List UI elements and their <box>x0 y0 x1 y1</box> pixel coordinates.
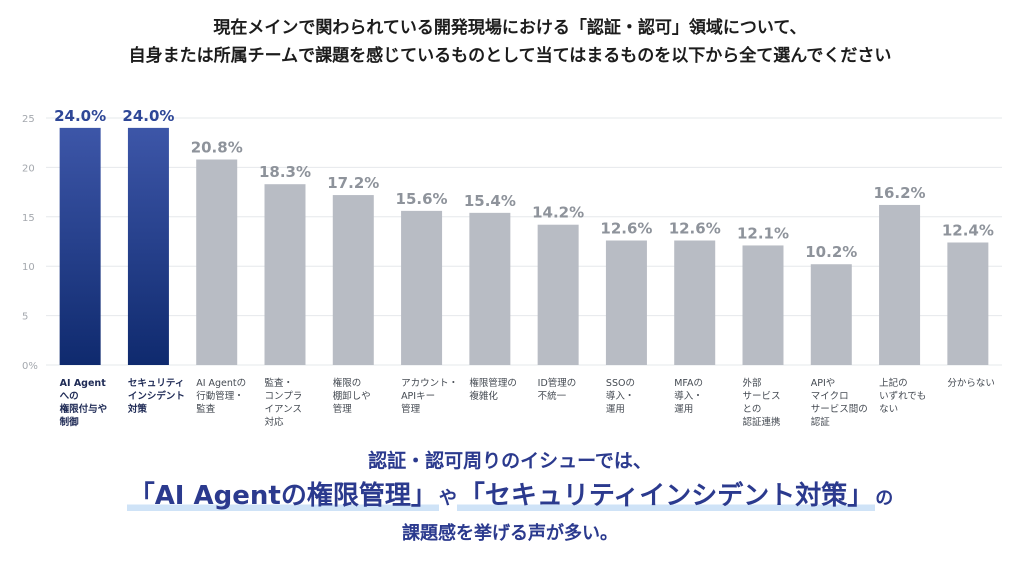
x-tick-label: コンプラ <box>265 391 303 402</box>
x-tick-label: イアンス <box>265 404 302 415</box>
bar <box>469 212 511 365</box>
x-tick-label: 監査・ <box>265 377 294 389</box>
y-tick-label: 5 <box>22 312 28 323</box>
x-tick-label: APIや <box>811 378 836 389</box>
x-tick-label: インシデント <box>128 390 185 402</box>
conclusion-line-3: 課題感を挙げる声が多い。 <box>402 523 618 544</box>
title-line-2: 自身または所属チームで課題を感じているものとして当てはまるものを以下から全て選ん… <box>128 46 892 66</box>
x-tick-label: 認証連携 <box>743 416 781 428</box>
bar <box>879 204 921 365</box>
x-tick-label: 上記の <box>879 377 908 389</box>
x-tick-label: MFAの <box>674 378 703 389</box>
bar <box>947 242 989 365</box>
conclusion-line-1: 認証・認可周りのイシューでは、 <box>368 450 652 472</box>
x-tick-label: 導入・ <box>674 390 703 402</box>
data-label: 14.2% <box>532 204 584 222</box>
x-tick-label: 権限管理の <box>469 377 517 389</box>
x-tick-label: 導入・ <box>606 390 635 402</box>
data-label: 12.6% <box>669 220 721 238</box>
x-tick-label: APIキー <box>401 391 435 402</box>
title-line-1: 現在メインで関わられている開発現場における「認証・認可」領域について、 <box>213 18 807 38</box>
data-label: 24.0% <box>122 107 174 125</box>
x-tick-label: 制御 <box>60 416 80 428</box>
chart-title: 現在メインで関わられている開発現場における「認証・認可」領域について、 自身また… <box>0 14 1020 70</box>
x-tick-label: 管理 <box>401 403 421 415</box>
x-tick-label: 運用 <box>674 404 693 415</box>
x-tick-label: 認証 <box>811 416 831 428</box>
x-tick-label: 外部 <box>743 377 762 389</box>
bar <box>605 240 647 365</box>
data-label: 12.1% <box>737 224 789 242</box>
x-tick-label: 対策 <box>127 403 148 415</box>
x-tick-label: マイクロ <box>811 391 849 402</box>
x-tick-label: 分からない <box>947 378 995 389</box>
y-tick-label: 0% <box>22 361 38 372</box>
data-label: 20.8% <box>191 138 243 156</box>
x-tick-label: AI Agent <box>60 378 107 389</box>
x-tick-label: AI Agentの <box>196 378 246 389</box>
x-tick-label: ID管理の <box>538 377 577 389</box>
x-tick-label: 不統一 <box>538 390 567 402</box>
x-tick-label: 監査 <box>196 403 216 415</box>
highlight-security: 「セキュリティインシデント対策」 <box>456 481 876 511</box>
bar <box>332 195 374 365</box>
data-label: 10.2% <box>805 243 857 261</box>
data-label: 15.4% <box>464 192 516 210</box>
x-tick-label: 棚卸しや <box>333 390 371 402</box>
data-label: 16.2% <box>874 184 926 202</box>
x-tick-label: への <box>60 391 79 402</box>
data-label: 12.6% <box>600 220 652 238</box>
x-tick-label: いずれでも <box>879 391 926 402</box>
x-tick-label: ない <box>879 404 898 415</box>
conclusion-line-2: 「AI Agentの権限管理」 や「セキュリティインシデント対策」の <box>0 476 1020 519</box>
bar <box>196 159 238 365</box>
bar <box>127 127 169 365</box>
bar <box>810 264 852 365</box>
x-tick-label: 権限の <box>333 377 362 389</box>
x-tick-label: 運用 <box>606 404 625 415</box>
conclusion-connector: や <box>438 488 457 509</box>
bar <box>264 184 306 365</box>
x-tick-label: セキュリティ <box>128 378 184 389</box>
bar <box>59 127 101 365</box>
bar <box>537 224 579 365</box>
x-tick-label: 管理 <box>333 403 353 415</box>
y-tick-label: 15 <box>22 213 35 224</box>
x-tick-label: サービス <box>743 391 781 402</box>
bar <box>742 245 784 365</box>
x-tick-label: との <box>743 404 762 415</box>
x-tick-label: サービス間の <box>811 404 868 415</box>
x-tick-label: 複雑化 <box>469 390 498 402</box>
conclusion-particle: の <box>875 488 894 509</box>
x-tick-label: SSOの <box>606 378 635 389</box>
x-tick-label: 対応 <box>265 416 285 428</box>
highlight-ai-agent: 「AI Agentの権限管理」 <box>126 481 439 511</box>
data-label: 24.0% <box>54 107 106 125</box>
y-tick-label: 20 <box>22 163 35 174</box>
data-label: 18.3% <box>259 163 311 181</box>
data-label: 17.2% <box>327 174 379 192</box>
bar <box>401 210 443 365</box>
x-tick-label: 権限付与や <box>60 403 108 415</box>
x-tick-label: アカウント・ <box>401 378 458 389</box>
conclusion-text: 認証・認可周りのイシューでは、 「AI Agentの権限管理」 や「セキュリティイ… <box>0 446 1020 549</box>
y-tick-label: 10 <box>22 262 35 273</box>
bar <box>674 240 716 365</box>
data-label: 12.4% <box>942 221 994 239</box>
x-tick-label: 行動管理・ <box>196 390 244 402</box>
data-label: 15.6% <box>396 190 448 208</box>
y-tick-label: 25 <box>22 114 35 125</box>
